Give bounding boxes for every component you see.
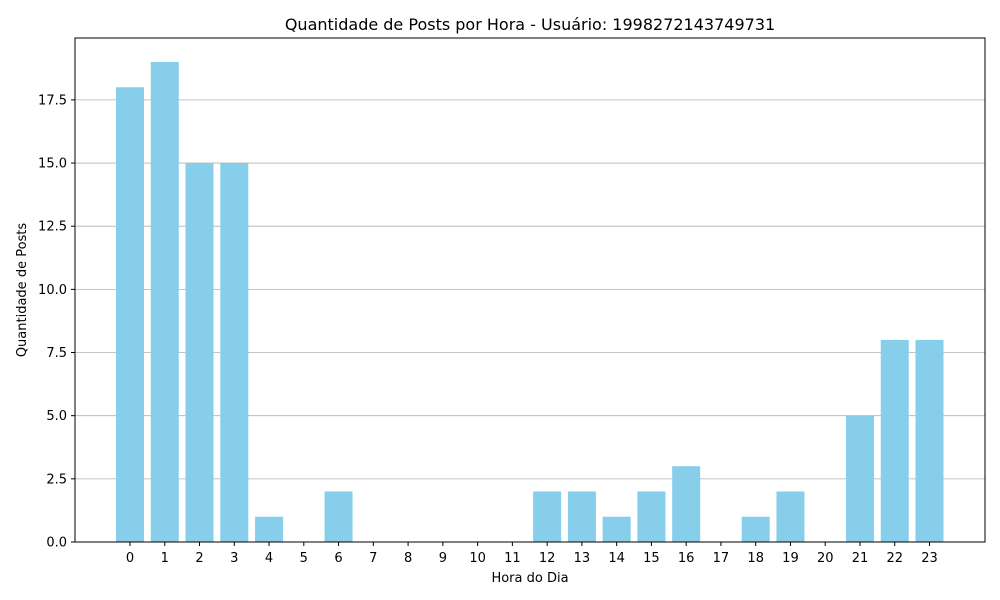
x-tick-label: 20	[817, 551, 834, 566]
bar	[741, 516, 770, 542]
y-tick-label: 15.0	[38, 157, 67, 172]
x-tick-label: 23	[921, 551, 938, 566]
x-tick-label: 3	[230, 551, 238, 566]
x-tick-label: 19	[782, 551, 799, 566]
x-tick-label: 15	[643, 551, 660, 566]
y-tick-label: 12.5	[38, 220, 67, 235]
x-tick-label: 22	[886, 551, 903, 566]
x-tick-label: 18	[747, 551, 764, 566]
bar	[845, 415, 874, 542]
x-axis-label: Hora do Dia	[491, 571, 568, 586]
y-tick-label: 17.5	[38, 93, 67, 108]
x-tick-label: 10	[469, 551, 486, 566]
y-axis-label: Quantidade de Posts	[15, 223, 30, 358]
x-tick-label: 5	[300, 551, 308, 566]
x-tick-label: 2	[195, 551, 203, 566]
x-tick-label: 13	[574, 551, 591, 566]
bar	[776, 491, 805, 542]
x-tick-label: 6	[334, 551, 342, 566]
chart-title: Quantidade de Posts por Hora - Usuário: …	[285, 15, 775, 34]
x-tick-label: 0	[126, 551, 134, 566]
bar	[116, 87, 144, 543]
y-axis-ticks: 0.0 2.5 5.0 7.5 10.0 12.5 15.0 17.5	[38, 93, 75, 551]
plot-frame	[74, 37, 986, 543]
bar	[880, 339, 909, 542]
x-tick-label: 7	[369, 551, 377, 566]
x-tick-label: 8	[404, 551, 412, 566]
x-tick-label: 1	[161, 551, 169, 566]
bar	[915, 339, 944, 542]
bar	[220, 163, 249, 543]
y-tick-label: 0.0	[46, 536, 67, 551]
x-axis-ticks: 0 1 2 3 4 5 6 7 8 9 10 11 12 13 14 15 16 17 18 19 20 21 22 23	[126, 542, 938, 566]
y-tick-label: 10.0	[38, 283, 67, 298]
bars	[116, 62, 944, 543]
x-tick-label: 9	[439, 551, 447, 566]
bar	[672, 466, 701, 542]
x-tick-label: 14	[608, 551, 625, 566]
bar	[567, 491, 596, 542]
x-tick-label: 21	[852, 551, 869, 566]
x-tick-label: 12	[539, 551, 556, 566]
y-tick-label: 5.0	[46, 409, 67, 424]
y-tick-label: 7.5	[46, 346, 67, 361]
bar	[602, 516, 631, 542]
bar	[637, 491, 666, 542]
x-tick-label: 11	[504, 551, 521, 566]
bar	[185, 163, 214, 543]
bar	[150, 62, 179, 542]
x-tick-label: 17	[713, 551, 730, 566]
bar	[324, 491, 353, 542]
x-tick-label: 16	[678, 551, 695, 566]
bar	[533, 491, 562, 542]
bar	[255, 516, 284, 542]
x-tick-label: 4	[265, 551, 273, 566]
y-tick-label: 2.5	[46, 472, 67, 487]
